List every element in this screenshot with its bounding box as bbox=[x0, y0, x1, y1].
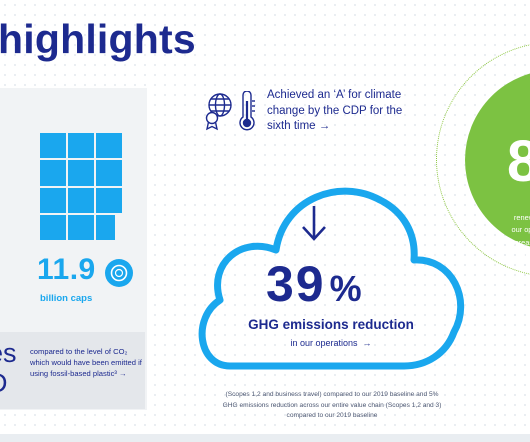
globe-award-icon bbox=[205, 93, 232, 131]
page-title: highlights bbox=[0, 16, 196, 62]
right-arrow-icon: → bbox=[362, 338, 372, 348]
co2-note-link[interactable]: compared to the level of CO₂ which would… bbox=[30, 347, 142, 378]
caps-grid-icon bbox=[40, 133, 122, 213]
cdp-icons bbox=[205, 91, 255, 131]
thermometer-icon bbox=[239, 91, 255, 131]
grid-cell bbox=[68, 133, 94, 159]
grid-cell bbox=[40, 160, 66, 186]
caps-label: billion caps bbox=[40, 293, 93, 304]
grid-cell bbox=[96, 160, 122, 186]
grid-cell bbox=[40, 215, 66, 240]
grid-cell bbox=[40, 187, 66, 213]
cloud-outline-icon bbox=[198, 187, 465, 370]
renewable-line: our ope bbox=[511, 225, 530, 235]
cdp-text: Achieved an ‘A’ for climate change by th… bbox=[267, 89, 403, 132]
percent-value: 39 bbox=[266, 256, 326, 312]
renewable-line: capa bbox=[515, 249, 530, 259]
ghg-label: GHG emissions reduction bbox=[248, 317, 414, 332]
grid-cell bbox=[40, 133, 66, 159]
renewable-line: renew bbox=[513, 213, 530, 222]
renewable-number: 8 bbox=[507, 129, 530, 194]
grid-cell bbox=[96, 133, 122, 159]
co2-big-line: D bbox=[0, 368, 17, 398]
grid-cell bbox=[96, 187, 122, 213]
caps-count: 11.9 bbox=[37, 253, 96, 286]
cdp-achievement-link[interactable]: Achieved an ‘A’ for climate change by th… bbox=[267, 88, 427, 135]
scopes-footnote: (Scopes 1,2 and business travel) compare… bbox=[222, 391, 442, 419]
co2-big-line: es bbox=[0, 338, 17, 368]
grid-cell bbox=[96, 215, 115, 240]
down-arrow-icon bbox=[302, 206, 326, 241]
renewable-line: increasin bbox=[509, 237, 530, 247]
renewable-text: renew our ope increasin capa bbox=[484, 212, 530, 261]
percent-sign: % bbox=[329, 268, 362, 309]
operations-link[interactable]: in our operations → bbox=[228, 338, 434, 348]
operations-text: in our operations bbox=[290, 338, 358, 348]
co2-box bbox=[0, 332, 145, 409]
right-arrow-icon: → bbox=[318, 120, 331, 132]
grid-cell bbox=[68, 215, 94, 240]
emissions-reduction-percent: 39% bbox=[266, 255, 362, 313]
grid-cell bbox=[68, 160, 94, 186]
co2-big-text: es D bbox=[0, 338, 17, 398]
grid-cell bbox=[68, 187, 94, 213]
caps-grid-partial-row bbox=[40, 215, 122, 240]
bottle-cap-icon bbox=[105, 259, 133, 287]
